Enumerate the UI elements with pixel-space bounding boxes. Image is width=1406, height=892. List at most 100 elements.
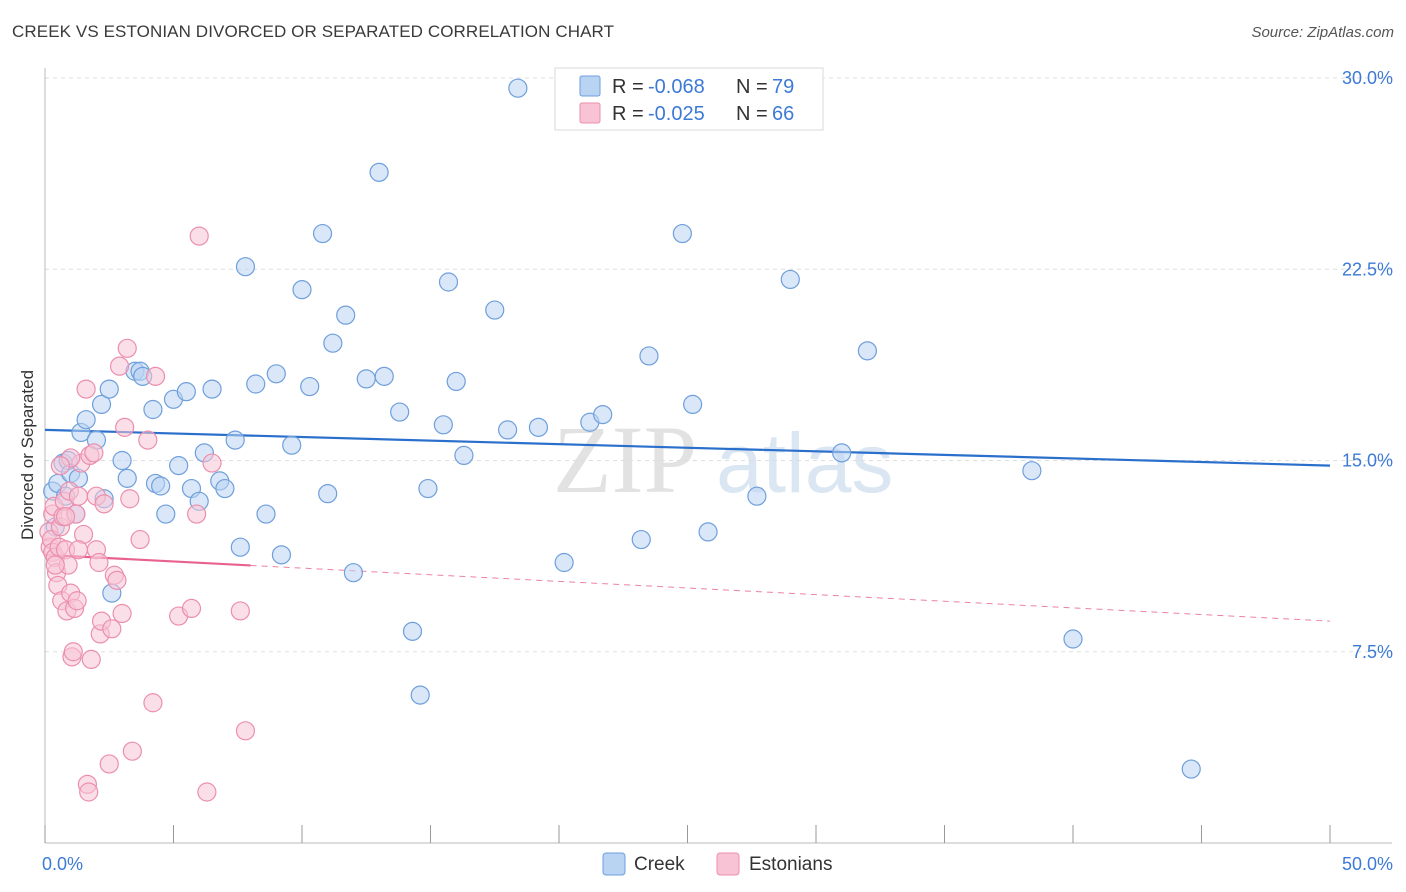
point-estonians-37 — [94, 494, 114, 514]
legend-n-value-creek: 79 — [772, 76, 794, 98]
legend-swatch-estonians — [579, 102, 601, 124]
legend-r-label-estonians: R = — [612, 103, 644, 125]
point-creek-74 — [832, 443, 852, 463]
point-creek-31 — [202, 379, 222, 399]
bottom-legend-label-estonians: Estonians — [749, 854, 832, 875]
point-creek-40 — [271, 545, 292, 565]
point-estonians-65 — [84, 443, 104, 463]
point-creek-59 — [438, 272, 459, 292]
point-estonians-61 — [55, 506, 76, 527]
point-creek-53 — [402, 621, 423, 641]
bottom-legend-label-creek: Creek — [634, 854, 685, 875]
point-creek-33 — [215, 478, 235, 499]
point-creek-63 — [528, 417, 549, 437]
point-estonians-49 — [138, 430, 158, 450]
point-estonians-43 — [112, 603, 132, 624]
point-estonians-27 — [76, 379, 96, 399]
point-estonians-34 — [89, 552, 109, 573]
point-creek-62 — [508, 78, 528, 98]
point-creek-78 — [1181, 759, 1201, 779]
point-creek-52 — [390, 402, 410, 422]
point-estonians-23 — [67, 591, 87, 611]
legend-r-label-creek: R = — [612, 76, 644, 98]
point-creek-37 — [246, 374, 266, 394]
point-creek-72 — [747, 486, 767, 506]
point-creek-46 — [323, 333, 343, 353]
point-creek-50 — [374, 366, 394, 386]
point-creek-75 — [857, 341, 878, 361]
point-creek-21 — [143, 399, 163, 420]
y-tick-label-3: 30.0% — [1342, 68, 1393, 88]
bottom-legend-swatch-creek — [602, 852, 626, 876]
point-creek-51 — [369, 162, 389, 182]
point-creek-45 — [318, 484, 338, 504]
point-estonians-56 — [197, 782, 217, 802]
point-estonians-62 — [68, 540, 89, 560]
point-creek-64 — [554, 552, 574, 573]
legend-r-value-estonians: -0.025 — [648, 103, 705, 125]
axes — [44, 68, 1392, 844]
point-creek-70 — [683, 394, 703, 414]
point-creek-66 — [593, 405, 613, 425]
point-creek-71 — [698, 522, 718, 542]
data-points — [39, 78, 1201, 802]
legend-n-label-creek: N = — [736, 76, 768, 98]
point-creek-41 — [282, 435, 302, 455]
point-creek-27 — [176, 382, 196, 402]
point-creek-61 — [498, 420, 518, 440]
point-creek-60 — [485, 300, 505, 320]
point-estonians-29 — [79, 782, 99, 802]
point-estonians-57 — [202, 453, 222, 473]
point-creek-47 — [336, 305, 356, 325]
point-estonians-38 — [99, 754, 119, 774]
trend-line-extension-estonians — [250, 564, 1331, 622]
point-creek-12 — [91, 394, 112, 414]
point-creek-76 — [1022, 461, 1042, 481]
point-estonians-54 — [187, 504, 207, 524]
watermark-atlas: atlas — [716, 416, 893, 510]
point-creek-44 — [312, 223, 333, 244]
point-estonians-39 — [102, 619, 122, 639]
point-creek-58 — [454, 445, 474, 465]
point-estonians-45 — [117, 338, 137, 358]
legend-r-value-creek: -0.068 — [648, 76, 705, 98]
tick-labels: 7.5% 15.0% 22.5% 30.0% 0.0% 50.0% — [42, 68, 1393, 874]
y-tick-label-2: 22.5% — [1342, 259, 1393, 279]
point-estonians-24 — [68, 486, 89, 506]
y-tick-label-1: 15.0% — [1342, 451, 1393, 471]
watermark-zip: ZIP — [553, 406, 697, 513]
point-creek-24 — [156, 504, 176, 524]
point-creek-55 — [418, 478, 438, 499]
point-creek-54 — [410, 685, 430, 705]
point-creek-77 — [1063, 629, 1083, 649]
point-creek-69 — [672, 223, 692, 244]
point-creek-36 — [235, 257, 256, 277]
point-creek-16 — [112, 450, 132, 471]
legend-swatch-creek — [579, 75, 601, 97]
point-creek-10 — [76, 410, 96, 430]
x-tick-label-max: 50.0% — [1342, 854, 1393, 874]
point-creek-14 — [99, 379, 119, 399]
bottom-legend: Creek Estonians — [602, 852, 832, 876]
point-estonians-64 — [45, 555, 65, 575]
point-creek-68 — [639, 346, 659, 366]
point-creek-35 — [230, 537, 250, 557]
point-estonians-48 — [130, 529, 150, 550]
point-estonians-31 — [81, 649, 101, 670]
point-estonians-41 — [107, 570, 127, 590]
point-estonians-42 — [109, 356, 130, 376]
point-estonians-47 — [122, 741, 142, 761]
x-tick-label-min: 0.0% — [42, 854, 83, 874]
point-creek-48 — [343, 563, 363, 583]
point-creek-43 — [300, 376, 320, 397]
chart-title: CREEK VS ESTONIAN DIVORCED OR SEPARATED … — [12, 22, 615, 41]
point-creek-56 — [433, 415, 453, 435]
legend-n-value-estonians: 66 — [772, 103, 794, 125]
point-estonians-50 — [143, 693, 163, 713]
point-estonians-63 — [50, 456, 71, 476]
point-creek-34 — [225, 430, 245, 450]
trend-line-creek — [44, 428, 1331, 467]
point-creek-49 — [356, 369, 376, 389]
point-estonians-58 — [230, 601, 250, 621]
point-creek-38 — [256, 504, 276, 524]
